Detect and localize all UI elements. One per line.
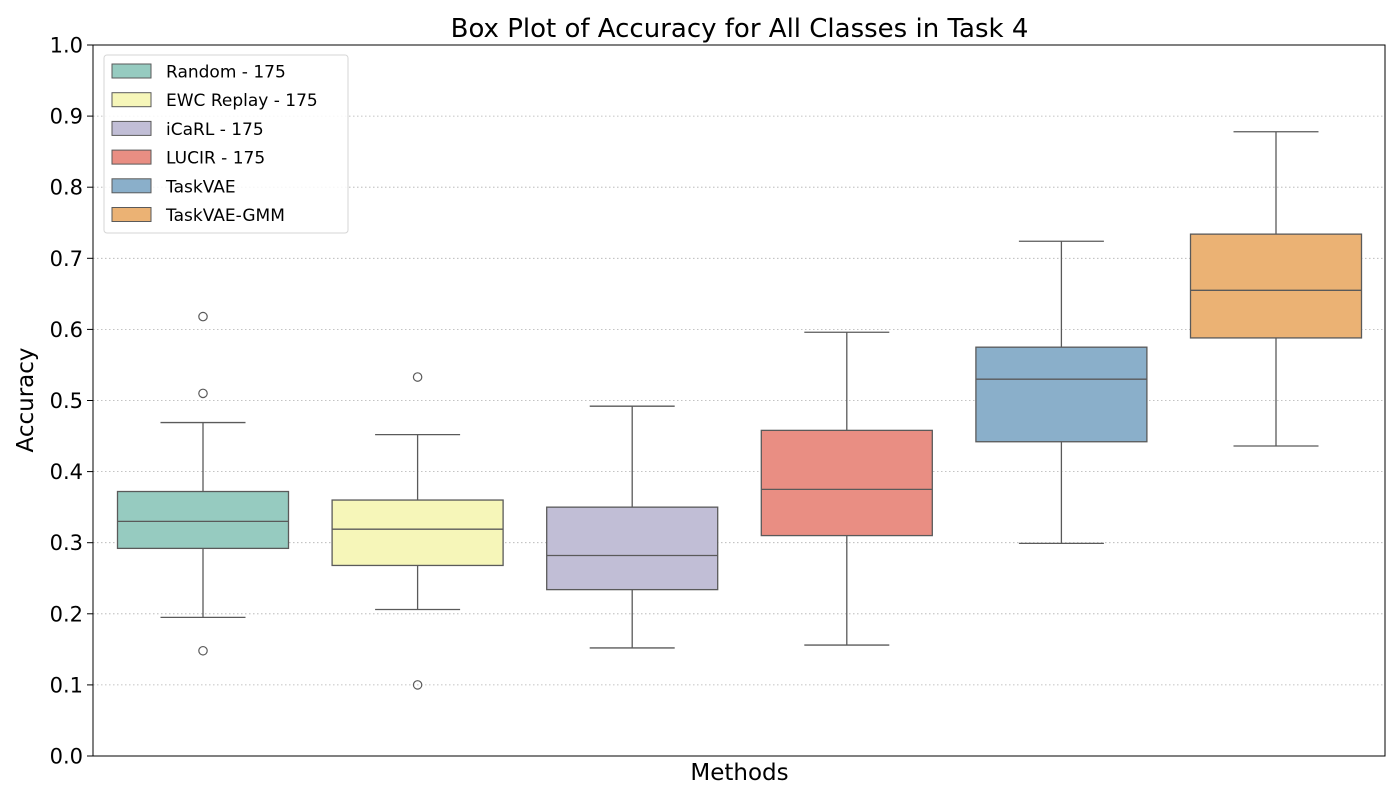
legend-frame	[103, 54, 349, 234]
plot-area-frame	[92, 44, 1386, 757]
legend-swatch	[111, 120, 152, 136]
outlier-point	[412, 680, 423, 690]
legend-swatch	[111, 207, 152, 222]
iqr-box	[116, 490, 290, 550]
iqr-box	[546, 506, 719, 591]
legend-label: TaskVAE-GMM	[165, 206, 285, 226]
y-tick-label: 0.0	[50, 745, 83, 769]
outlier-point	[198, 645, 208, 656]
legend-swatch	[111, 149, 152, 165]
boxes	[116, 131, 1363, 690]
y-tick-label: 0.4	[50, 460, 83, 484]
box-random-175	[116, 311, 290, 656]
legend-label: TaskVAE	[165, 177, 236, 197]
iqr-box	[1189, 233, 1363, 339]
box-taskvae-gmm	[1189, 131, 1363, 447]
x-axis-label: Methods	[690, 760, 788, 786]
iqr-box	[760, 429, 933, 537]
box-taskvae	[975, 240, 1148, 545]
y-tick-label: 0.7	[50, 247, 83, 271]
box-ewc-replay-175	[331, 372, 504, 690]
outlier-point	[198, 388, 208, 399]
legend-swatch	[111, 92, 152, 108]
legend: Random - 175 EWC Replay - 175 iCaRL - 175 L…	[103, 54, 349, 234]
y-tick-label: 0.6	[50, 318, 83, 342]
y-tick-label: 0.8	[50, 176, 83, 200]
legend-swatch	[111, 178, 152, 194]
box-icarl-175	[546, 405, 719, 649]
outlier-point	[412, 372, 423, 382]
y-tick-label: 0.9	[50, 105, 83, 129]
legend-label: Random - 175	[166, 63, 286, 83]
y-axis-label: Accuracy	[13, 347, 39, 452]
legend-swatch	[111, 63, 152, 79]
y-tick-label: 1.0	[50, 34, 83, 58]
chart-title: Box Plot of Accuracy for All Classes in …	[451, 14, 1029, 44]
box-lucir-175	[760, 331, 933, 646]
iqr-box	[331, 499, 504, 567]
y-tick-label: 0.5	[50, 389, 83, 413]
legend-label: EWC Replay - 175	[166, 91, 318, 111]
legend-label: LUCIR - 175	[166, 149, 265, 169]
y-axis-ticks: 0.0 0.1 0.2 0.3 0.4 0.5 0.6 0.7 0.8 0.9 1.0	[50, 34, 93, 769]
legend-label: iCaRL - 175	[166, 120, 264, 140]
grid-lines	[93, 115, 1385, 686]
y-tick-label: 0.3	[50, 531, 83, 555]
iqr-box	[975, 346, 1148, 443]
y-tick-label: 0.2	[50, 602, 83, 626]
y-tick-label: 0.1	[50, 673, 83, 697]
outlier-point	[198, 311, 208, 322]
